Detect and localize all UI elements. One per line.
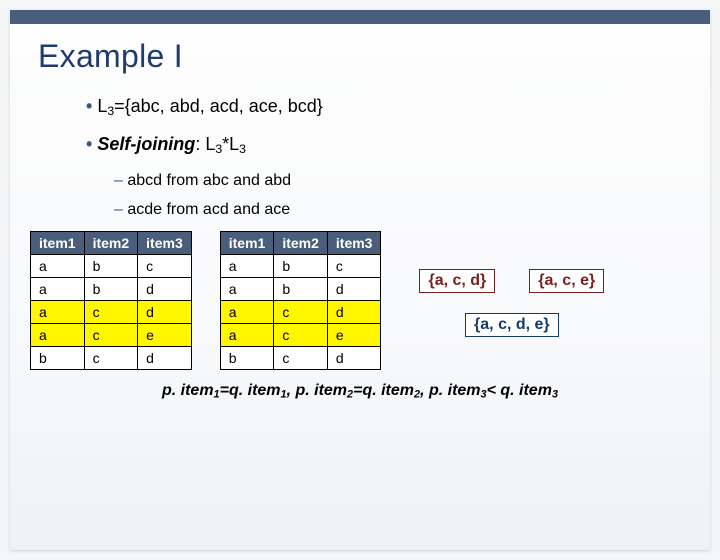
cell: d <box>138 346 192 369</box>
sub-bullet-acde: acde from acd and ace <box>114 198 710 221</box>
table-row: acd <box>31 300 192 323</box>
table-right: item1item2item3 abcabdacdacebcd <box>220 231 382 370</box>
cell: c <box>274 346 328 369</box>
text: ={abc, abd, acd, ace, bcd} <box>114 96 323 116</box>
text: : L <box>195 134 215 154</box>
cell: c <box>274 300 328 323</box>
col-header: item1 <box>31 231 85 254</box>
bullet-L3-set: L3={abc, abd, acd, ace, bcd} <box>86 93 710 121</box>
bullet-self-joining: Self-joining: L3*L3 <box>86 131 710 159</box>
set-acd: {a, c, d} <box>419 269 495 293</box>
t: < q. item <box>487 382 552 399</box>
cell: d <box>327 346 381 369</box>
t: , p. item <box>287 382 347 399</box>
text: L <box>97 96 107 116</box>
cell: c <box>84 346 138 369</box>
cell: a <box>220 323 274 346</box>
tables-row: item1item2item3 abcabdacdacebcd item1ite… <box>30 231 710 370</box>
cell: a <box>31 277 85 300</box>
cell: b <box>220 346 274 369</box>
cell: b <box>84 277 138 300</box>
cell: a <box>220 277 274 300</box>
sets-top-row: {a, c, d} {a, c, e} <box>419 269 604 293</box>
cell: a <box>31 323 85 346</box>
cell: e <box>327 323 381 346</box>
t: =q. item <box>220 382 281 399</box>
top-bar <box>10 10 710 24</box>
text: Self-joining <box>97 134 195 154</box>
sub-bullet-abcd: abcd from abc and abd <box>114 169 710 192</box>
table-row: abc <box>31 254 192 277</box>
col-header: item2 <box>274 231 328 254</box>
cell: c <box>84 300 138 323</box>
t: , p. item <box>420 382 480 399</box>
table-row: ace <box>31 323 192 346</box>
cell: a <box>220 300 274 323</box>
set-ace: {a, c, e} <box>529 269 604 293</box>
table-row: abc <box>220 254 381 277</box>
cell: b <box>274 254 328 277</box>
cell: b <box>274 277 328 300</box>
s: 3 <box>552 389 558 401</box>
cell: d <box>327 300 381 323</box>
cell: c <box>84 323 138 346</box>
result-sets: {a, c, d} {a, c, e} {a, c, d, e} <box>419 269 604 337</box>
cell: a <box>31 300 85 323</box>
cell: c <box>327 254 381 277</box>
cell: b <box>84 254 138 277</box>
table-row: ace <box>220 323 381 346</box>
col-header: item3 <box>138 231 192 254</box>
text: *L <box>222 134 239 154</box>
table-row: acd <box>220 300 381 323</box>
cell: d <box>138 300 192 323</box>
cell: a <box>31 254 85 277</box>
table-row: bcd <box>220 346 381 369</box>
table-row: bcd <box>31 346 192 369</box>
slide-title: Example I <box>38 38 710 75</box>
cell: d <box>327 277 381 300</box>
cell: d <box>138 277 192 300</box>
cell: a <box>220 254 274 277</box>
cell: b <box>31 346 85 369</box>
slide-content: L3={abc, abd, acd, ace, bcd} Self-joinin… <box>86 93 710 221</box>
col-header: item3 <box>327 231 381 254</box>
table-row: abd <box>220 277 381 300</box>
set-acde: {a, c, d, e} <box>465 313 559 337</box>
col-header: item2 <box>84 231 138 254</box>
cell: c <box>274 323 328 346</box>
t: p. item <box>162 382 214 399</box>
join-condition-caption: p. item1=q. item1, p. item2=q. item2, p.… <box>10 382 710 401</box>
cell: c <box>138 254 192 277</box>
sub: 3 <box>239 142 246 156</box>
table-left: item1item2item3 abcabdacdacebcd <box>30 231 192 370</box>
table-row: abd <box>31 277 192 300</box>
cell: e <box>138 323 192 346</box>
col-header: item1 <box>220 231 274 254</box>
t: =q. item <box>353 382 414 399</box>
slide: Example I L3={abc, abd, acd, ace, bcd} S… <box>10 10 710 550</box>
